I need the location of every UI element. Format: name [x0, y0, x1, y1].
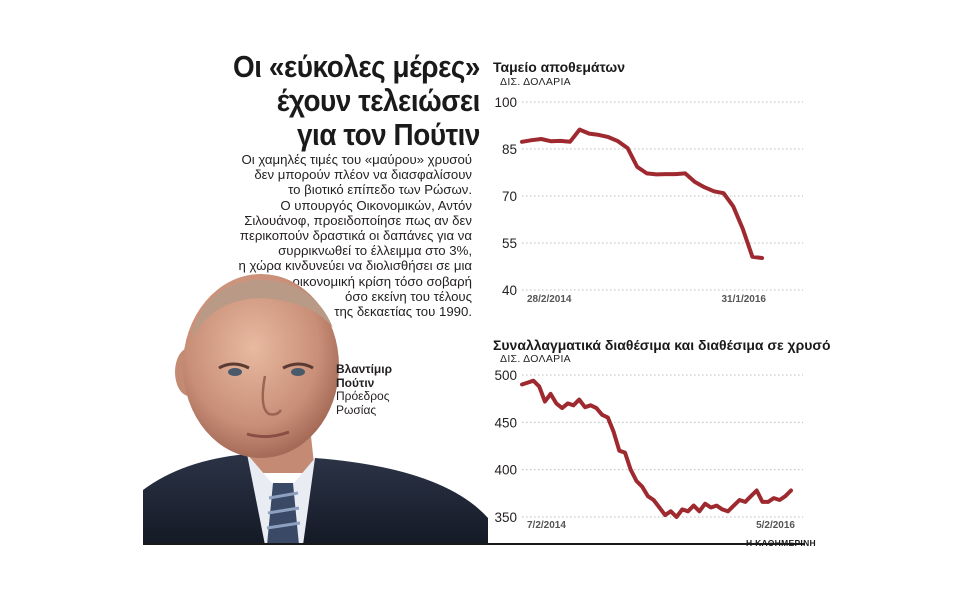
body-line: Σιλουάνοφ, προειδοποίησε πως αν δεν	[244, 212, 472, 228]
y-tick-label: 450	[494, 415, 517, 430]
y-tick-label: 40	[502, 283, 517, 298]
bottom-rule	[143, 543, 805, 545]
y-tick-label: 500	[494, 368, 517, 383]
chart-reserve-fund: 100 85 70 55 40 28/2/2014 31/1/2016	[494, 95, 803, 305]
x-start-label: 28/2/2014	[527, 294, 572, 305]
x-end-label: 5/2/2016	[756, 520, 795, 531]
y-tick-label: 55	[502, 236, 517, 251]
chart-fx-gold-reserves: 500 450 400 350 7/2/2014 5/2/2016	[494, 368, 803, 531]
chart-unit: ΔΙΣ. ΔΟΛΑΡΙΑ	[500, 353, 571, 365]
body-line: δεν μπορούν πλέον να διασφαλίσουν	[254, 167, 472, 183]
body-line: Οι χαμηλές τιμές του «μαύρου» χρυσού	[241, 152, 472, 167]
body-line: όσο εκείνη του τέλους	[345, 288, 472, 304]
portrait-caption: Βλαντίμιρ Πούτιν Πρόεδρος Ρωσίας	[336, 362, 393, 417]
body-line: το βιοτικό επίπεδο των Ρώσων.	[288, 182, 472, 198]
caption-name: Πούτιν	[336, 375, 375, 390]
series-line	[520, 378, 793, 519]
source-credit: Η ΚΑΘΗΜΕΡΙΝΗ	[746, 538, 816, 548]
headline-line: Οι «εύκολες μέρες»	[233, 49, 480, 84]
x-end-label: 31/1/2016	[722, 294, 767, 305]
chart-title-reserve-fund: Ταμείο αποθεμάτων	[493, 59, 626, 75]
y-tick-label: 70	[502, 189, 517, 204]
caption-name: Βλαντίμιρ	[336, 362, 393, 376]
y-tick-label: 85	[502, 142, 517, 157]
chart-title-fx-gold-reserves: Συναλλαγματικά διαθέσιμα και διαθέσιμα σ…	[493, 337, 831, 353]
caption-role: Ρωσίας	[336, 402, 377, 417]
body-line: περικοπούν δραστικά οι δαπάνες για να	[239, 228, 472, 244]
x-start-label: 7/2/2014	[527, 520, 566, 531]
body-line: της δεκαετίας του 1990.	[334, 304, 472, 320]
headline-line: για τον Πούτιν	[296, 117, 480, 152]
y-tick-label: 100	[494, 95, 517, 110]
portrait-photo	[143, 274, 488, 545]
headline-line: έχουν τελειώσει	[276, 83, 481, 118]
body-line: Ο υπουργός Οικονομικών, Αντόν	[280, 197, 472, 213]
y-tick-label: 350	[494, 510, 517, 525]
y-tick-label: 400	[494, 463, 517, 478]
headline: Οι «εύκολες μέρες» έχουν τελειώσει για τ…	[192, 50, 480, 152]
caption-role: Πρόεδρος	[336, 389, 390, 403]
article-body: Οι χαμηλές τιμές του «μαύρου» χρυσού δεν…	[172, 152, 473, 320]
body-line: οικονομική κρίση τόσο σοβαρή	[292, 273, 472, 289]
body-line: συρρικνωθεί το έλλειμμα στο 3%,	[278, 243, 472, 259]
series-line	[520, 127, 764, 260]
body-line: η χώρα κινδυνεύει να διολισθήσει σε μια	[238, 258, 473, 274]
chart-unit: ΔΙΣ. ΔΟΛΑΡΙΑ	[500, 76, 571, 88]
